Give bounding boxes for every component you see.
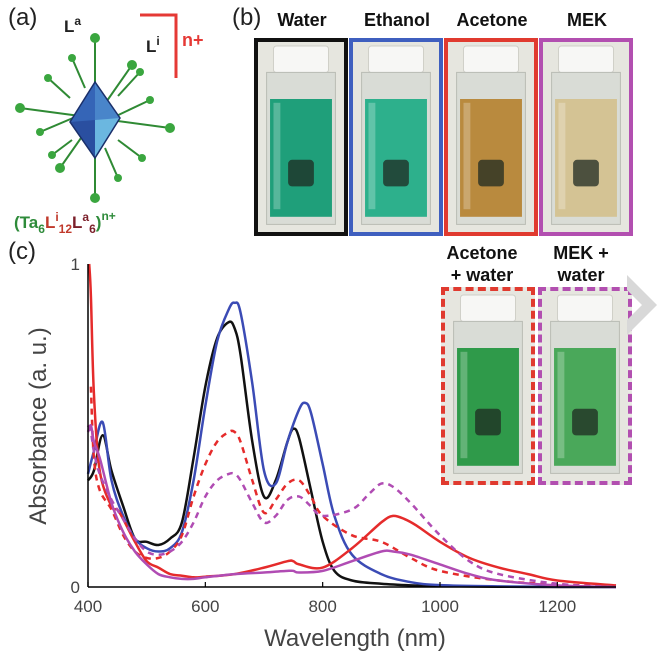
cuvette-ethanol <box>349 38 443 236</box>
cuvette-label-acetone-water: Acetone + water <box>446 243 518 285</box>
cuvette-acetone-water <box>441 287 535 485</box>
cuvette-label-mek: MEK <box>567 10 607 30</box>
cluster-charge: n+ <box>182 30 204 50</box>
cuvette-mek-water <box>538 287 632 485</box>
cuvette-illustration <box>448 42 534 232</box>
x-tick-label: 600 <box>191 597 219 616</box>
cuvette-label-ethanol: Ethanol <box>364 10 430 30</box>
panel-label-a: (a) <box>8 4 38 31</box>
cuvette-label-water: Water <box>277 10 327 30</box>
cuvette-water <box>254 38 348 236</box>
x-tick-label: 1000 <box>421 597 459 616</box>
cuvette-illustration <box>353 42 439 232</box>
cuvette-illustration <box>258 42 344 232</box>
absorbance-series-5 <box>86 424 617 589</box>
cuvette-acetone <box>444 38 538 236</box>
panel-label-b: (b) <box>232 4 262 31</box>
cuvette-illustration <box>542 291 628 481</box>
cuvette-label-mek-water: MEK + water <box>553 243 609 285</box>
cuvette-illustration <box>543 42 629 232</box>
inner-ligand-label: Li <box>146 34 160 56</box>
cuvette-mek <box>539 38 633 236</box>
panel-label-c: (c) <box>8 238 36 265</box>
cluster-structure: n+ La Li <box>14 13 204 236</box>
x-tick-label: 1200 <box>538 597 576 616</box>
absorbance-chart: 400 600 800 1000 1200 0 1 Wavelength (nm) Abso… <box>25 258 617 652</box>
absorbance-series-3 <box>87 263 617 587</box>
y-tick-label: 1 <box>71 258 80 274</box>
apical-ligand-label: La <box>64 14 81 36</box>
cuvette-label-acetone: Acetone <box>456 10 528 30</box>
charge-bracket <box>140 13 178 78</box>
y-axis-label: Absorbance (a. u.) <box>25 327 52 524</box>
x-axis-label: Wavelength (nm) <box>264 625 446 652</box>
octahedron-face-top <box>70 82 120 122</box>
cluster-formula: (Ta6Li12La6)n+ <box>14 209 116 236</box>
x-tick-label: 400 <box>74 597 102 616</box>
edge-chevron-decoration <box>627 275 657 335</box>
ligand-atoms <box>15 33 175 203</box>
absorbance-series-6 <box>86 424 617 589</box>
x-tick-label: 800 <box>308 597 336 616</box>
cuvette-illustration <box>445 291 531 481</box>
absorbance-series-2 <box>86 301 617 589</box>
y-tick-label: 0 <box>71 578 80 597</box>
